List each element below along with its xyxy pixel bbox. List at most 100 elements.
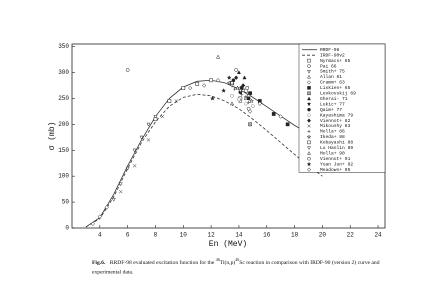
x-tick-label: 8 <box>154 232 158 239</box>
marker <box>307 58 311 63</box>
marker <box>307 70 311 74</box>
x-tick-label: 18 <box>291 232 299 239</box>
marker <box>174 99 179 103</box>
legend-label: Viennot+ 91 <box>320 156 351 162</box>
marker <box>132 148 137 153</box>
marker <box>221 87 227 93</box>
y-tick-label: 300 <box>58 69 69 76</box>
legend-label: Liskien+ 65 <box>320 85 351 91</box>
marker <box>278 114 283 119</box>
legend-entry: Gherai- 71 <box>307 96 348 102</box>
caption-text: Sc reaction in comparison with IRDF-90 (… <box>239 259 379 266</box>
caption-text: RRDF-98 evaluated excitation function fo… <box>110 259 216 266</box>
y-tick-label: 50 <box>62 199 70 206</box>
marker <box>247 100 251 105</box>
marker <box>240 92 244 96</box>
legend-entry: IRDF-90v2 <box>302 52 345 58</box>
y-tick-label: 350 <box>58 43 69 50</box>
marker <box>229 80 235 86</box>
marker <box>125 68 130 72</box>
legend-entry: Molla+ 90 <box>307 150 345 156</box>
x-tick-label: 12 <box>208 232 216 239</box>
marker <box>246 106 251 111</box>
marker <box>306 161 312 167</box>
marker <box>90 221 95 227</box>
legend-label: Mikoushy 83 <box>320 123 351 129</box>
legend-entry: Mikoushy 83 <box>307 123 351 129</box>
legend-entry: Smith+ 75 <box>307 69 345 75</box>
legend-entry: Lukic+ 77 <box>307 101 345 107</box>
marker <box>246 94 251 99</box>
legend-entry: Meadows+ 95 <box>307 167 351 173</box>
x-tick-label: 10 <box>180 232 188 239</box>
marker <box>234 85 241 91</box>
y-tick-label: 250 <box>58 95 69 102</box>
x-tick-label: 20 <box>319 232 327 239</box>
marker <box>250 104 255 109</box>
x-tick-label: 14 <box>235 232 243 239</box>
marker <box>234 68 239 72</box>
legend-label: Levkovskij 69 <box>320 91 356 97</box>
legend-entry: Nyrmacs+ 65 <box>307 58 351 64</box>
marker <box>226 75 232 80</box>
marker <box>307 124 311 128</box>
marker <box>215 77 221 83</box>
legend-entry: Kobayashi 88 <box>307 140 353 146</box>
marker <box>97 214 102 219</box>
x-tick-label: 6 <box>126 232 130 239</box>
x-tick-label: 22 <box>347 232 355 239</box>
caption-sup: 46 <box>216 257 220 262</box>
marker <box>236 70 241 75</box>
marker <box>233 87 237 91</box>
marker <box>307 167 311 172</box>
x-axis-label: En (MeV) <box>209 240 247 249</box>
legend-entry: Lu Hanlin 89 <box>307 145 353 151</box>
marker <box>181 86 186 90</box>
marker <box>244 101 248 106</box>
y-tick-label: 200 <box>58 121 69 128</box>
marker <box>209 95 216 101</box>
legend-entry: Qaim+ 77 <box>307 107 342 113</box>
marker <box>167 99 172 103</box>
legend-label: Kobayashi 88 <box>320 140 353 146</box>
marker <box>237 97 241 102</box>
y-axis-label: σ (mb) <box>48 122 57 151</box>
marker <box>118 182 123 187</box>
legend-label: Pai 66 <box>320 63 337 69</box>
curve <box>85 93 323 228</box>
marker <box>248 122 252 127</box>
marker <box>307 74 311 79</box>
y-tick-label: 0 <box>65 225 69 232</box>
legend-entry: Levkovskij 69 <box>307 91 356 97</box>
marker <box>307 80 311 85</box>
marker <box>307 64 311 68</box>
legend-entry: Liskien+ 65 <box>307 85 351 91</box>
marker <box>202 83 207 88</box>
legend-label: Lukic+ 77 <box>320 101 345 107</box>
marker <box>238 89 243 93</box>
marker <box>209 78 213 83</box>
marker <box>307 91 311 96</box>
legend-entry: Cramm+ 63 <box>307 80 345 86</box>
legend-label: Kayashima 79 <box>320 112 353 118</box>
curve <box>85 79 323 228</box>
caption-line: experimental data. <box>92 269 134 275</box>
legend-label: Nyrmacs+ 65 <box>320 58 351 64</box>
marker <box>146 138 151 142</box>
legend-entry: Pai 66 <box>307 63 337 69</box>
legend-box <box>298 43 386 173</box>
legend-label: Meadows+ 95 <box>320 167 351 173</box>
y-tick-label: 150 <box>58 147 69 154</box>
marker <box>195 82 200 86</box>
marker <box>241 83 246 88</box>
legend-label: Viennot+ 82 <box>320 118 351 124</box>
marker <box>160 114 165 119</box>
marker <box>146 122 151 127</box>
marker <box>229 101 234 106</box>
marker <box>257 101 262 106</box>
marker <box>104 204 109 210</box>
legend-entry: Ikeda+ 88 <box>306 134 345 140</box>
legend-entry: Viennot+ 82 <box>307 118 351 124</box>
